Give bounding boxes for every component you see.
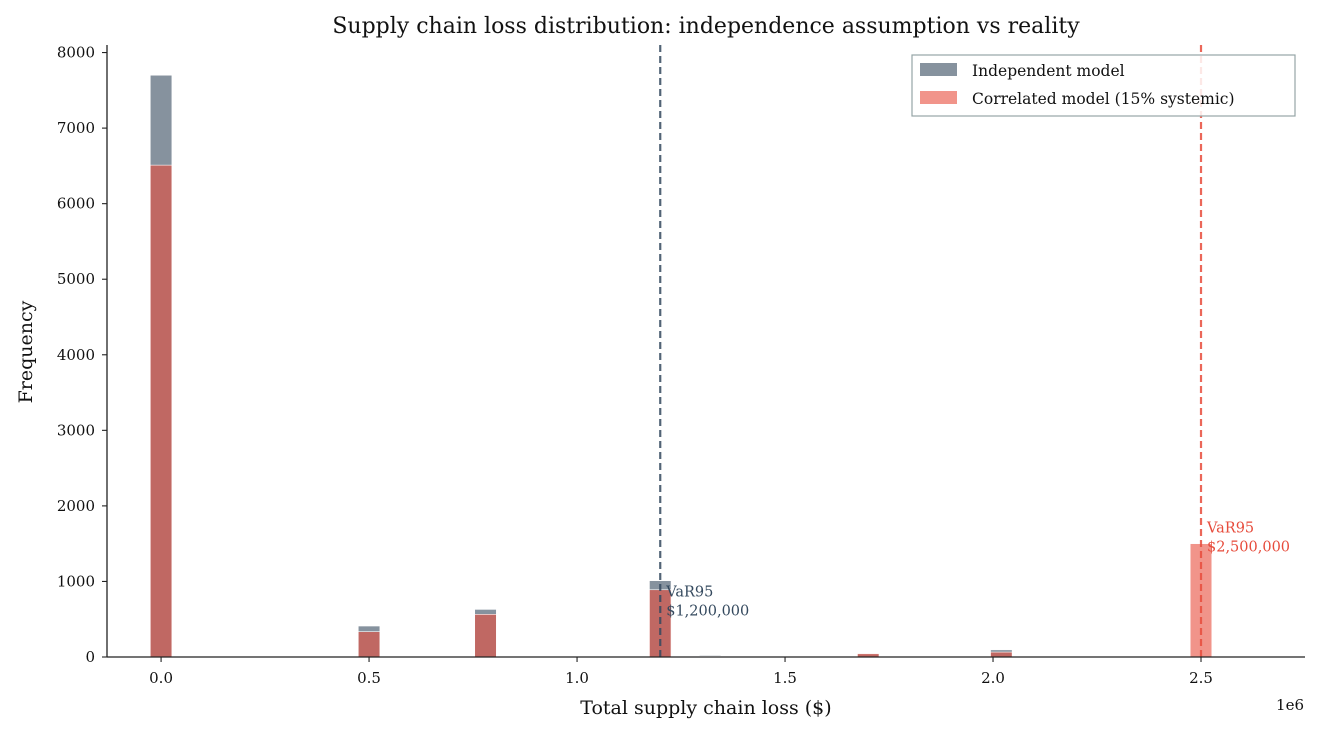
y-tick-label: 4000 [57, 346, 95, 364]
x-ticks: 0.0 0.5 1.0 1.5 2.0 2.5 [149, 657, 1213, 687]
x-axis-label: Total supply chain loss ($) [580, 697, 831, 719]
y-tick-label: 2000 [57, 497, 95, 515]
bars-layer [149, 74, 1213, 658]
var-lines-layer: VaR95 $1,200,000 VaR95 $2,500,000 [659, 45, 1290, 657]
y-tick-label: 0 [85, 648, 95, 666]
y-tick-label: 7000 [57, 119, 95, 137]
legend-frame [911, 54, 1296, 117]
bar-correlated [149, 164, 173, 658]
x-tick-label: 2.5 [1189, 669, 1213, 687]
bar-correlated [474, 614, 497, 658]
bar-correlated [357, 631, 381, 658]
y-tick-label: 8000 [57, 44, 95, 62]
x-tick-label: 2.0 [981, 669, 1005, 687]
y-tick-label: 6000 [57, 195, 95, 213]
x-tick-label: 1.5 [773, 669, 797, 687]
y-tick-label: 3000 [57, 421, 95, 439]
legend-label-correlated: Correlated model (15% systemic) [972, 90, 1235, 108]
x-tick-label: 0.0 [149, 669, 173, 687]
legend: Independent model Correlated model (15% … [911, 54, 1296, 117]
x-offset-label: 1e6 [1276, 696, 1304, 714]
var-label-value-1: $2,500,000 [1207, 539, 1290, 555]
legend-swatch-correlated [920, 91, 957, 104]
x-tick-label: 0.5 [357, 669, 381, 687]
var-label-value-0: $1,200,000 [666, 604, 749, 620]
y-ticks: 0 1000 2000 3000 4000 5000 6000 7000 8000 [57, 44, 107, 666]
var-label-title-0: VaR95 [665, 585, 713, 601]
y-tick-label: 1000 [57, 572, 95, 590]
x-tick-label: 1.0 [565, 669, 589, 687]
chart-title: Supply chain loss distribution: independ… [332, 14, 1080, 39]
var-label-title-1: VaR95 [1206, 520, 1254, 536]
bar-correlated [990, 651, 1013, 658]
legend-label-independent: Independent model [972, 62, 1125, 80]
y-tick-label: 5000 [57, 270, 95, 288]
y-axis-label: Frequency [15, 300, 37, 403]
legend-swatch-independent [920, 63, 957, 76]
